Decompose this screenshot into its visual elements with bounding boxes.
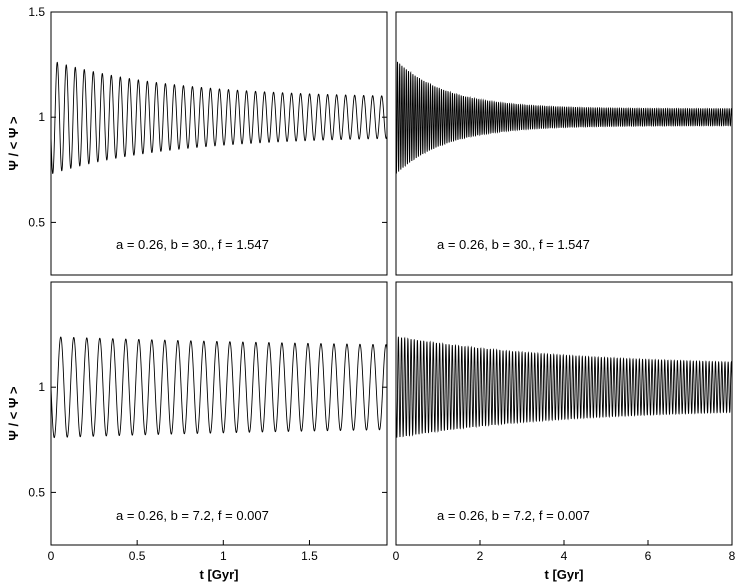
series-line-top-right	[396, 61, 732, 174]
x-tick-label: 2	[477, 549, 484, 563]
x-tick-label: 0.5	[129, 549, 146, 563]
x-axis-label: t [Gyr]	[545, 567, 584, 582]
parameter-annotation: a = 0.26, b = 30., f = 1.547	[437, 237, 590, 252]
x-tick-label: 1	[220, 549, 227, 563]
parameter-annotation: a = 0.26, b = 7.2, f = 0.007	[116, 508, 269, 523]
axes-frame	[395, 11, 733, 276]
panel-bottom-left: 0.5 1 0 0.5 1 1.5 a = 0.26, b = 7.2, f = 0.007…	[6, 281, 388, 582]
parameter-annotation: a = 0.26, b = 30., f = 1.547	[116, 237, 269, 252]
x-axis-label: t [Gyr]	[200, 567, 239, 582]
series-line-bottom-left	[51, 336, 387, 439]
parameter-annotation: a = 0.26, b = 7.2, f = 0.007	[437, 508, 590, 523]
panel-top-left: 0.5 1 1.5 a = 0.26, b = 30., f = 1.547 Ψ / <…	[6, 5, 388, 276]
x-tick-label: 1.5	[301, 549, 318, 563]
y-axis-label: Ψ / < Ψ >	[6, 386, 21, 441]
x-tick-label: 8	[729, 549, 736, 563]
panel-top-right: a = 0.26, b = 30., f = 1.547	[395, 11, 733, 276]
x-tick-label: 0	[48, 549, 55, 563]
x-tick-label: 0	[393, 549, 400, 563]
y-tick-label: 1	[38, 380, 45, 394]
y-tick-label: 1.5	[28, 5, 45, 19]
y-tick-label: 1	[38, 110, 45, 124]
axes-frame	[395, 281, 733, 546]
x-tick-label: 6	[645, 549, 652, 563]
x-tick-label: 4	[561, 549, 568, 563]
y-axis-label: Ψ / < Ψ >	[6, 116, 21, 171]
y-tick-label: 0.5	[28, 215, 45, 229]
y-tick-label: 0.5	[28, 485, 45, 499]
series-line-top-left	[51, 61, 387, 174]
panel-bottom-right: 0 2 4 6 8 a = 0.26, b = 7.2, f = 0.007 t [Gyr]	[393, 281, 736, 582]
axes-frame	[50, 281, 388, 546]
series-line-bottom-right	[396, 336, 732, 438]
axes-frame	[50, 11, 388, 276]
